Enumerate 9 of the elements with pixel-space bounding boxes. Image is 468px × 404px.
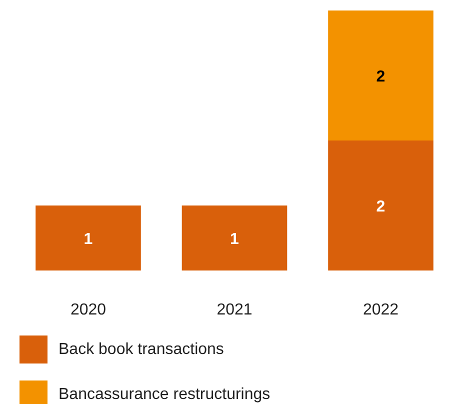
x-tick-label: 2022 — [362, 302, 399, 318]
x-tick-label: 2021 — [216, 302, 252, 318]
x-tick-label: 2020 — [70, 302, 106, 318]
data-label: 2 — [376, 198, 386, 216]
data-label: 2 — [376, 68, 386, 86]
data-label: 1 — [230, 231, 240, 248]
legend-label: Bancassurance restructurings — [58, 386, 270, 403]
legend-label: Back book transactions — [58, 341, 224, 358]
data-label: 1 — [84, 231, 93, 248]
